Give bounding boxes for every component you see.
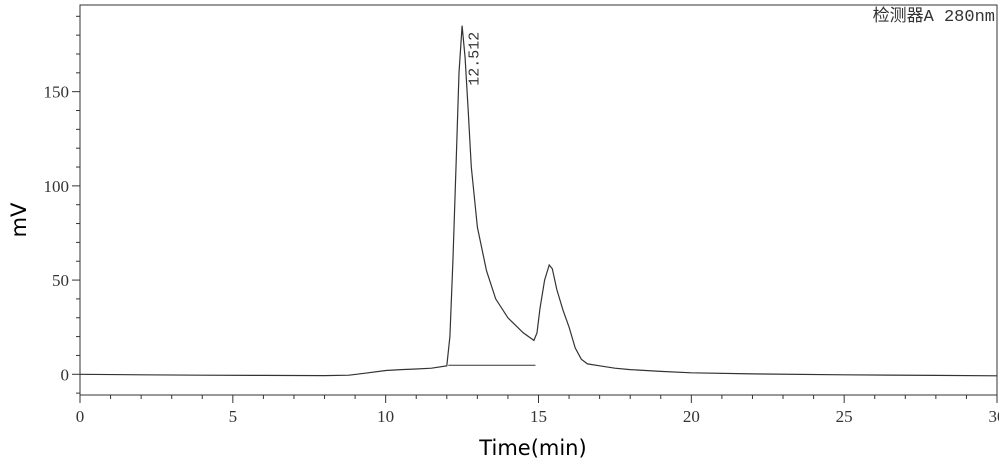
y-axis: 0 50 100 150 <box>44 15 80 394</box>
x-tick-label: 0 <box>76 407 85 426</box>
plot-frame <box>79 4 998 396</box>
x-axis-title: Time(min) <box>478 436 586 460</box>
x-tick-label: 25 <box>836 407 853 426</box>
x-tick-label: 15 <box>530 407 547 426</box>
y-tick-label: 50 <box>52 271 69 290</box>
chromatogram-trace <box>79 25 998 377</box>
x-tick-label: 20 <box>683 407 700 426</box>
x-tick-label: 30 <box>989 407 999 426</box>
detector-label: 检测器A 280nm <box>873 6 995 27</box>
x-axis: 0 5 10 15 20 25 30 <box>76 395 999 426</box>
y-axis-title: mV <box>7 202 31 237</box>
y-tick-label: 100 <box>44 177 70 196</box>
peak-retention-label: 12.512 <box>466 32 483 86</box>
x-tick-label: 5 <box>229 407 238 426</box>
y-tick-label: 150 <box>44 83 70 102</box>
y-tick-label: 0 <box>61 365 70 384</box>
x-tick-label: 10 <box>377 407 394 426</box>
